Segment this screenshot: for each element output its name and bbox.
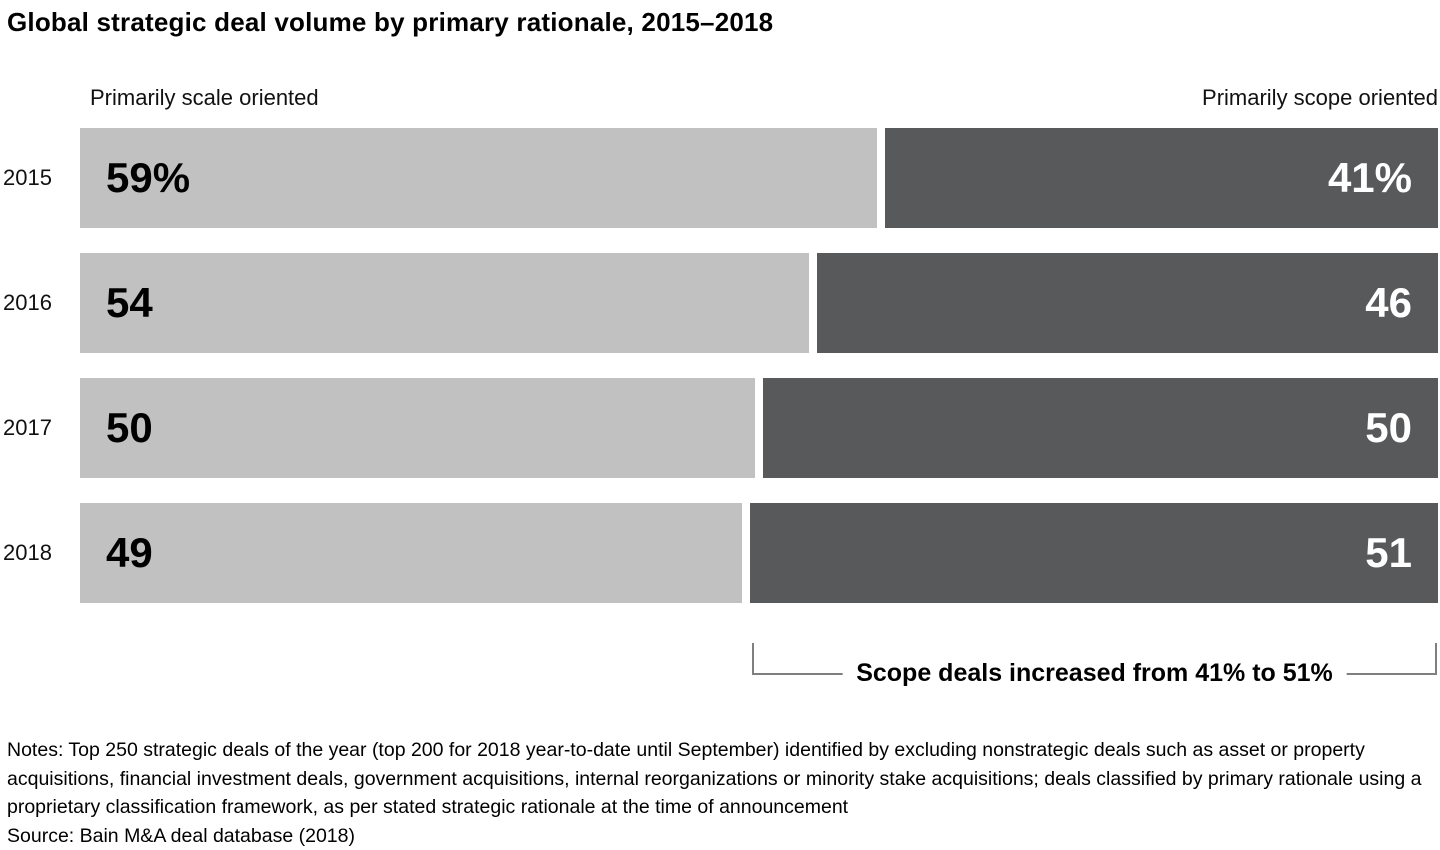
year-label: 2016 <box>0 253 80 353</box>
notes-text: Notes: Top 250 strategic deals of the ye… <box>7 736 1436 822</box>
chart-title: Global strategic deal volume by primary … <box>0 0 1440 38</box>
scope-bar-segment: 41% <box>885 128 1439 228</box>
series-headers: Primarily scale oriented Primarily scope… <box>80 85 1438 111</box>
scope-value-label: 46 <box>1365 282 1438 324</box>
scale-bar-segment: 49 <box>80 503 742 603</box>
scale-bar-segment: 59% <box>80 128 877 228</box>
scale-value-label: 50 <box>80 407 153 449</box>
bar-pair: 50 50 <box>80 378 1438 478</box>
bar-chart: 2015 59% 41% 2016 54 46 2017 50 <box>0 128 1440 603</box>
scale-bar-segment: 54 <box>80 253 809 353</box>
annotation-bracket: Scope deals increased from 41% to 51% <box>752 643 1437 675</box>
bar-pair: 59% 41% <box>80 128 1438 228</box>
year-label: 2015 <box>0 128 80 228</box>
bar-row-2018: 2018 49 51 <box>0 503 1440 603</box>
scale-series-header: Primarily scale oriented <box>80 85 319 111</box>
bar-row-2017: 2017 50 50 <box>0 378 1440 478</box>
footnotes: Notes: Top 250 strategic deals of the ye… <box>7 736 1436 850</box>
bar-row-2016: 2016 54 46 <box>0 253 1440 353</box>
annotation-area: Scope deals increased from 41% to 51% <box>0 628 1440 675</box>
scope-bar-segment: 46 <box>817 253 1438 353</box>
annotation-text: Scope deals increased from 41% to 51% <box>842 657 1347 689</box>
source-text: Source: Bain M&A deal database (2018) <box>7 822 1436 850</box>
bar-pair: 54 46 <box>80 253 1438 353</box>
scope-series-header: Primarily scope oriented <box>1202 85 1438 111</box>
scope-value-label: 41% <box>1328 157 1438 199</box>
scale-value-label: 54 <box>80 282 153 324</box>
year-label: 2017 <box>0 378 80 478</box>
bar-row-2015: 2015 59% 41% <box>0 128 1440 228</box>
year-label: 2018 <box>0 503 80 603</box>
scope-value-label: 50 <box>1365 407 1438 449</box>
scale-value-label: 49 <box>80 532 153 574</box>
scope-bar-segment: 50 <box>763 378 1438 478</box>
scope-value-label: 51 <box>1365 532 1438 574</box>
scale-value-label: 59% <box>80 157 190 199</box>
bar-pair: 49 51 <box>80 503 1438 603</box>
scale-bar-segment: 50 <box>80 378 755 478</box>
scope-bar-segment: 51 <box>750 503 1439 603</box>
